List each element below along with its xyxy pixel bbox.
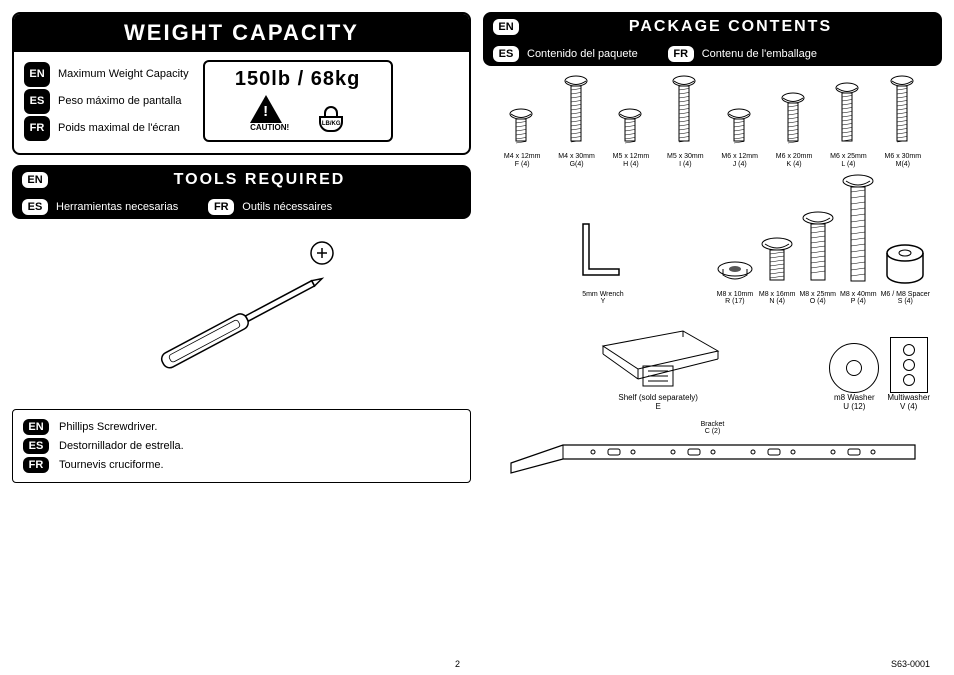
spacer-l1: M6 / M8 Spacer xyxy=(881,291,930,298)
mid-grid: 5mm Wrench Y M8 x 10mmR (17) M8 x 16mmN … xyxy=(487,168,938,305)
pkg-en-pill: EN xyxy=(493,19,519,35)
tn-fr-pill: FR xyxy=(23,457,49,473)
pkg-title: PACKAGE CONTENTS xyxy=(529,18,932,36)
screw-item: M6 x 12mmJ (4) xyxy=(713,107,767,168)
pkg-headers: EN PACKAGE CONTENTS ES Contenido del paqu… xyxy=(483,12,942,66)
weight-labels: EN Maximum Weight Capacity ES Peso máximo … xyxy=(24,60,189,143)
wrench-l2: Y xyxy=(495,298,711,305)
tools-fr-pill: FR xyxy=(208,199,234,215)
lang-en-pill: EN xyxy=(24,62,50,87)
tools-fr-title: Outils nécessaires xyxy=(242,201,332,213)
weight-en-label: Maximum Weight Capacity xyxy=(58,64,189,85)
p-l2: P (4) xyxy=(840,298,877,305)
screw-row-top: M4 x 12mmF (4) M4 x 30mmG(4) M5 x 12mmH … xyxy=(487,74,938,168)
screw-p: M8 x 40mmP (4) xyxy=(840,174,877,305)
screw-item: M5 x 12mmH (4) xyxy=(604,107,658,168)
screwdriver-icon xyxy=(122,235,362,385)
footer: 2 S63-0001 xyxy=(0,659,954,669)
tools-subheader: ES Herramientas necesarias FR Outils néces… xyxy=(12,195,471,219)
pkg-header-en: EN PACKAGE CONTENTS xyxy=(483,12,942,42)
multi-item: MultiwasherV (4) xyxy=(887,337,930,411)
wrench-l1: 5mm Wrench xyxy=(495,291,711,298)
pkg-fr-pill: FR xyxy=(668,46,694,62)
tools-es-title: Herramientas necesarias xyxy=(56,201,178,213)
page-number: 2 xyxy=(24,659,891,669)
right-column: EN PACKAGE CONTENTS ES Contenido del paqu… xyxy=(483,12,942,485)
bracket-l1: Bracket xyxy=(487,421,938,428)
tools-en-pill: EN xyxy=(22,172,48,188)
pkg-body: M4 x 12mmF (4) M4 x 30mmG(4) M5 x 12mmH … xyxy=(483,66,942,485)
tools-title: TOOLS REQUIRED xyxy=(58,171,461,189)
bracket-icon xyxy=(503,435,923,475)
screw-o: M8 x 25mmO (4) xyxy=(799,211,836,305)
pkg-es-pill: ES xyxy=(493,46,519,62)
spacer-l2: S (4) xyxy=(881,298,930,305)
lang-es-pill: ES xyxy=(24,89,50,114)
weight-unit: LB/KG xyxy=(319,116,343,132)
screw-item: M6 x 20mmK (4) xyxy=(767,91,821,168)
screw-n: M8 x 16mmN (4) xyxy=(759,237,796,305)
tools-body xyxy=(12,219,471,399)
screw-item: M6 x 30mmM(4) xyxy=(876,74,930,168)
capacity-box: 150lb / 68kg CAUTION! LB/KG xyxy=(203,60,393,142)
washer-l2: U (12) xyxy=(829,402,879,411)
left-column: WEIGHT CAPACITY EN Maximum Weight Capacit… xyxy=(12,12,471,485)
tools-es-pill: ES xyxy=(22,199,48,215)
screw-item: M4 x 12mmF (4) xyxy=(495,107,549,168)
washer-l1: m8 Washer xyxy=(829,393,879,402)
multi-l1: Multiwasher xyxy=(887,393,930,402)
bracket-item: Bracket C (2) xyxy=(487,417,938,477)
shelf-l2: E xyxy=(495,402,821,411)
tool-name-es: Destornillador de estrella. xyxy=(59,440,184,452)
bottom-row: Shelf (sold separately)E m8 WasherU (12)… xyxy=(487,305,938,417)
screw-item: M6 x 25mmL (4) xyxy=(821,81,875,168)
screw-item: M4 x 30mmG(4) xyxy=(549,74,603,168)
pkg-subheader: ES Contenido del paquete FR Contenu de l'e… xyxy=(483,42,942,66)
lang-fr-pill: FR xyxy=(24,116,50,141)
tools-section: EN TOOLS REQUIRED ES Herramientas necesar… xyxy=(12,165,471,399)
pkg-fr-title: Contenu de l'emballage xyxy=(702,48,817,60)
r-l1: M8 x 10mm xyxy=(715,291,755,298)
weight-header: WEIGHT CAPACITY xyxy=(14,14,469,52)
weight-es-label: Peso máximo de pantalla xyxy=(58,91,182,112)
weight-title: WEIGHT CAPACITY xyxy=(24,20,459,46)
o-l1: M8 x 25mm xyxy=(799,291,836,298)
tool-names-box: EN Phillips Screwdriver. ES Destornillador… xyxy=(12,409,471,483)
o-l2: O (4) xyxy=(799,298,836,305)
spacer-item: M6 / M8 SpacerS (4) xyxy=(881,243,930,305)
page: WEIGHT CAPACITY EN Maximum Weight Capacit… xyxy=(0,0,954,485)
n-l1: M8 x 16mm xyxy=(759,291,796,298)
screw-r: M8 x 10mmR (17) xyxy=(715,261,755,305)
tool-name-en: Phillips Screwdriver. xyxy=(59,421,157,433)
bracket-l2: C (2) xyxy=(487,428,938,435)
shelf-item: Shelf (sold separately)E xyxy=(495,311,821,411)
multi-l2: V (4) xyxy=(887,402,930,411)
tn-es-pill: ES xyxy=(23,438,49,454)
n-l2: N (4) xyxy=(759,298,796,305)
weight-body: EN Maximum Weight Capacity ES Peso máximo … xyxy=(14,52,469,153)
doc-id: S63-0001 xyxy=(891,659,930,669)
weight-fr-label: Poids maximal de l'écran xyxy=(58,118,180,139)
tool-name-fr: Tournevis cruciforme. xyxy=(59,459,164,471)
shelf-l1: Shelf (sold separately) xyxy=(495,393,821,402)
tn-en-pill: EN xyxy=(23,419,49,435)
weight-section: WEIGHT CAPACITY EN Maximum Weight Capacit… xyxy=(12,12,471,155)
r-l2: R (17) xyxy=(715,298,755,305)
washer-item: m8 WasherU (12) xyxy=(829,343,879,411)
screw-item: M5 x 30mmI (4) xyxy=(658,74,712,168)
caution-label: CAUTION! xyxy=(250,123,289,132)
caution-icon: CAUTION! xyxy=(250,95,289,132)
weight-icon: LB/KG xyxy=(317,106,345,132)
p-l1: M8 x 40mm xyxy=(840,291,877,298)
wrench-item: 5mm Wrench Y xyxy=(495,219,711,305)
pkg-es-title: Contenido del paquete xyxy=(527,48,638,60)
tools-header: EN TOOLS REQUIRED xyxy=(12,165,471,195)
capacity-value: 150lb / 68kg xyxy=(219,68,377,91)
